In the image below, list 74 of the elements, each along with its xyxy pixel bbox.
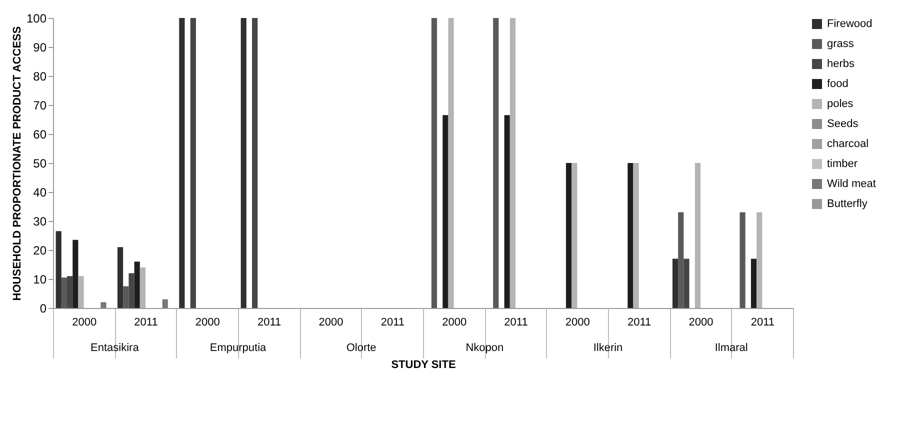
bar [56,231,62,308]
x-tick-label: 2011 [258,316,282,328]
y-tick-label: 40 [33,186,47,200]
y-tick-label: 50 [33,156,47,170]
bar [678,212,684,308]
bar [140,267,146,308]
text: Entasikira [90,342,140,354]
x-tick-label: 2000 [318,316,344,328]
x-tick-label: 2011 [628,316,652,328]
bar [750,258,757,308]
x-tick-label: 2000 [72,316,97,328]
legend-label: charcoal [827,138,869,150]
bar [510,18,516,308]
bar [431,18,438,308]
y-tick-label: 90 [33,40,47,54]
bar [572,163,578,308]
legend-label: poles [827,98,854,110]
legend-label: herbs [827,58,856,70]
legend-label: food [827,78,848,90]
bar [128,273,134,308]
y-axis-title: HOUSEHOLD PROPORTIONATE PRODUCT ACCESS [11,26,24,301]
bar [493,18,499,308]
bar [240,18,246,308]
x-tick-label: 2000 [195,316,220,328]
bar [123,286,129,308]
y-tick-label: 80 [33,70,47,84]
bar [190,18,196,308]
bar [162,299,168,308]
x-tick-label: 2011 [750,316,774,328]
bar [448,18,454,308]
bar [442,115,448,308]
bar [117,247,124,308]
bar [78,276,84,308]
bar [179,18,185,308]
text: Empurputia [210,342,267,354]
x-tick-label: 2000 [688,316,714,328]
legend-label: Seeds [827,118,859,130]
legend-label: timber [827,158,858,170]
text: Nkopon [466,342,504,354]
legend-label: grass [827,38,854,50]
y-tick-label: 100 [26,12,47,26]
bar [61,278,68,308]
bar [252,18,258,308]
bar [672,258,678,308]
bar [504,115,510,308]
x-axis-title: STUDY SITE [391,359,456,371]
bar [694,163,700,308]
text: Olorte [346,342,376,354]
x-tick-label: 2011 [504,316,528,328]
bar [740,212,746,308]
y-tick-label: 30 [33,214,47,228]
y-tick-label: 70 [33,98,47,112]
bar [566,163,572,308]
bar [72,240,78,308]
bar [67,276,73,308]
bar [628,163,634,308]
y-tick-label: 10 [33,272,47,286]
y-tick-label: 0 [40,302,47,316]
bar [684,258,690,308]
bar [633,163,639,308]
y-tick-label: 20 [33,244,47,258]
x-tick-label: 2011 [380,316,404,328]
legend-label: Wild meat [827,178,876,190]
legend-label: Butterfly [827,198,868,210]
text: Ilkerin [593,342,623,354]
bar [100,302,106,308]
y-tick-label: 60 [33,128,47,142]
x-tick-label: 2011 [134,316,158,328]
bar [756,212,762,308]
bar [134,262,140,308]
x-tick-label: 2000 [442,316,467,328]
legend-label: Firewood [827,18,872,30]
x-tick-label: 2000 [565,316,590,328]
text: Ilmaral [714,342,748,354]
